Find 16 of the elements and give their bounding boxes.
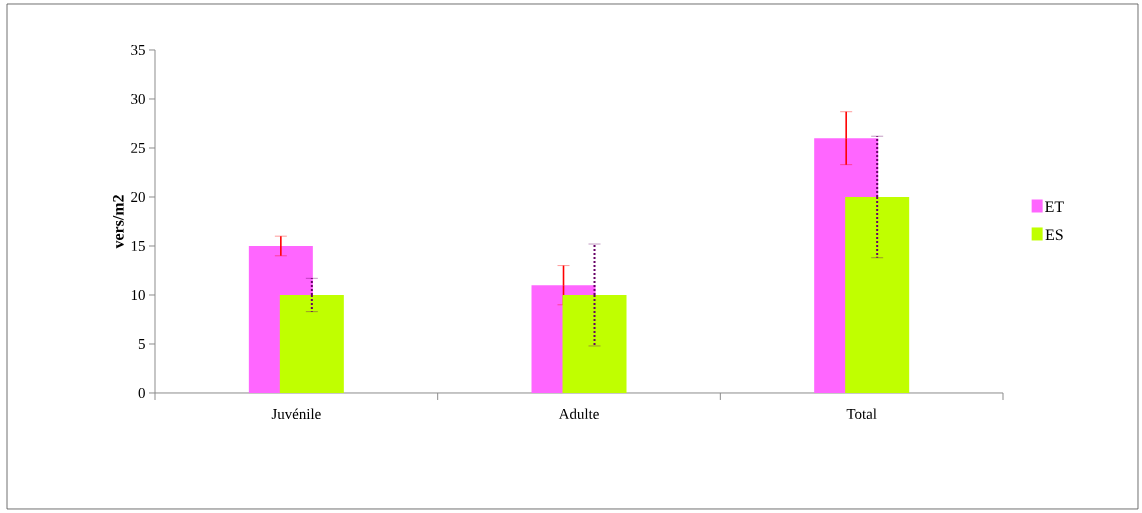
bar: [279, 294, 344, 393]
x-tick-label: Total: [846, 408, 877, 420]
y-tick-label: 15: [131, 240, 145, 251]
bar: [845, 196, 910, 393]
y-tick-label: 20: [131, 191, 145, 203]
y-tick-label: 35: [131, 44, 145, 55]
x-tick-label: Juvénile: [271, 408, 321, 420]
y-tick-label: 30: [131, 93, 145, 105]
y-tick-label: 10: [131, 289, 145, 301]
legend-label: ES: [1045, 229, 1063, 241]
y-tick-label: 0: [138, 387, 145, 399]
y-tick-label: 25: [131, 142, 145, 153]
x-tick-label: Adulte: [558, 408, 599, 420]
y-tick-label: 5: [138, 339, 145, 349]
legend-label: ET: [1045, 201, 1064, 212]
y-axis-title: vers/m2: [113, 195, 124, 249]
